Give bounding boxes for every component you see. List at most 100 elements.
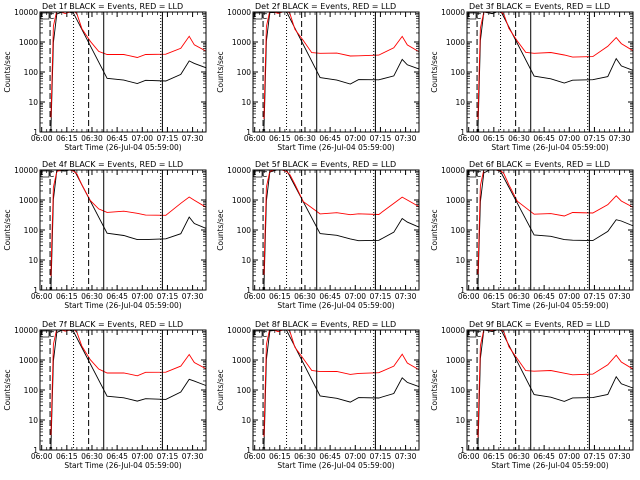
y-axis-label: Counts/sec <box>3 369 12 410</box>
y-tick-label: 10000 <box>227 166 251 175</box>
x-axis-label: Start Time (26-Jul-04 05:59:00) <box>64 143 181 152</box>
legend-box-label: C <box>49 12 54 21</box>
y-tick-label: 1 <box>33 128 38 137</box>
y-tick-label: 100 <box>451 386 466 395</box>
legend-box <box>40 12 50 20</box>
y-tick-label: 1000 <box>446 356 465 365</box>
x-tick-label: 06:00 <box>458 292 480 301</box>
y-tick-label: 100 <box>237 386 252 395</box>
plot-frame <box>39 329 207 451</box>
lld-series-line <box>263 170 419 275</box>
events-series-line <box>477 170 633 290</box>
x-tick-label: 06:00 <box>458 134 480 143</box>
x-axis-label: Start Time (26-Jul-04 05:59:00) <box>491 461 608 470</box>
y-tick-label: 10000 <box>441 8 465 17</box>
x-axis-label: Start Time (26-Jul-04 05:59:00) <box>277 143 394 152</box>
x-tick-label: 07:15 <box>584 134 606 143</box>
y-tick-label: 10000 <box>441 166 465 175</box>
x-tick-label: 07:15 <box>370 452 392 461</box>
panel-title: Det 4f BLACK = Events, RED = LLD <box>42 160 183 169</box>
plot-frame <box>39 169 207 291</box>
lld-series-line <box>50 12 206 118</box>
x-tick-label: 06:15 <box>269 134 291 143</box>
legend-box-label: C <box>262 330 267 339</box>
plot-frame <box>252 11 420 133</box>
panel-title: Det 9f BLACK = Events, RED = LLD <box>469 320 610 329</box>
y-axis-label: Counts/sec <box>216 209 225 250</box>
panel-title: Det 8f BLACK = Events, RED = LLD <box>255 320 396 329</box>
plot-frame <box>466 169 634 291</box>
x-tick-label: 06:15 <box>56 134 78 143</box>
y-tick-label: 1000 <box>446 196 465 205</box>
panel-title: Det 3f BLACK = Events, RED = LLD <box>469 2 610 11</box>
legend-box-label: C <box>262 170 267 179</box>
lld-series-line <box>50 330 206 436</box>
plot-frame <box>252 329 420 451</box>
legend-box-label: C <box>262 12 267 21</box>
legend-box-label: C <box>49 330 54 339</box>
x-tick-label: 06:00 <box>31 452 53 461</box>
y-tick-label: 10 <box>28 256 38 265</box>
x-axis-label: Start Time (26-Jul-04 05:59:00) <box>491 143 608 152</box>
legend-box <box>40 170 50 178</box>
legend-box-label: C <box>49 170 54 179</box>
x-tick-label: 07:15 <box>157 134 179 143</box>
legend-box <box>40 330 50 338</box>
x-tick-label: 06:45 <box>319 134 341 143</box>
y-tick-label: 1000 <box>19 356 38 365</box>
y-tick-label: 10 <box>28 98 38 107</box>
y-tick-label: 10 <box>241 416 251 425</box>
y-tick-label: 1 <box>460 286 465 295</box>
x-tick-label: 07:00 <box>131 292 153 301</box>
plot-frame <box>252 169 420 291</box>
x-tick-label: 06:30 <box>81 134 103 143</box>
y-tick-label: 1000 <box>232 38 251 47</box>
plot-frame <box>39 11 207 133</box>
x-tick-label: 07:15 <box>584 452 606 461</box>
x-tick-label: 06:45 <box>319 292 341 301</box>
panel-title: Det 2f BLACK = Events, RED = LLD <box>255 2 396 11</box>
x-tick-label: 06:30 <box>508 452 530 461</box>
x-tick-label: 06:45 <box>319 452 341 461</box>
legend-box-label: C <box>476 170 481 179</box>
plot-frame <box>466 329 634 451</box>
y-tick-label: 10 <box>241 256 251 265</box>
events-series-line <box>50 12 206 131</box>
y-tick-label: 10 <box>28 416 38 425</box>
x-tick-label: 07:00 <box>558 452 580 461</box>
x-tick-label: 07:15 <box>370 134 392 143</box>
y-axis-label: Counts/sec <box>3 209 12 250</box>
plot-frame <box>466 11 634 133</box>
y-tick-label: 10000 <box>14 166 38 175</box>
x-tick-label: 07:00 <box>131 452 153 461</box>
y-axis-label: Counts/sec <box>430 51 439 92</box>
x-tick-label: 07:30 <box>609 134 631 143</box>
x-tick-label: 06:30 <box>508 134 530 143</box>
x-tick-label: 07:30 <box>182 452 204 461</box>
legend-box <box>253 330 263 338</box>
x-tick-label: 07:15 <box>157 452 179 461</box>
events-series-line <box>50 330 206 449</box>
x-tick-label: 06:30 <box>294 452 316 461</box>
x-tick-label: 06:00 <box>244 134 266 143</box>
events-series-line <box>477 12 633 132</box>
y-tick-label: 1000 <box>232 356 251 365</box>
y-axis-label: Counts/sec <box>216 369 225 410</box>
x-tick-label: 06:30 <box>508 292 530 301</box>
x-tick-label: 06:45 <box>533 292 555 301</box>
x-tick-label: 07:00 <box>131 134 153 143</box>
y-tick-label: 1 <box>33 286 38 295</box>
x-axis-label: Start Time (26-Jul-04 05:59:00) <box>64 461 181 470</box>
legend-box-label: C <box>476 330 481 339</box>
x-tick-label: 06:00 <box>31 292 53 301</box>
y-tick-label: 10000 <box>14 326 38 335</box>
x-tick-label: 06:30 <box>294 292 316 301</box>
y-tick-label: 1 <box>246 446 251 455</box>
legend-box <box>467 12 477 20</box>
lld-series-line <box>477 12 633 120</box>
lld-series-line <box>477 330 633 438</box>
